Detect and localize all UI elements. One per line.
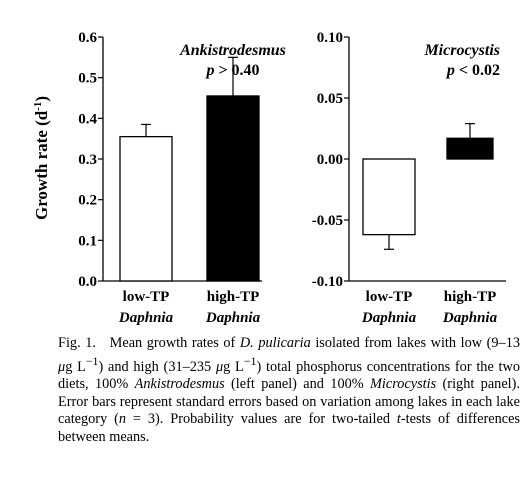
y-axis-label-close: ) [32,96,51,102]
caption-n: n [118,411,127,428]
y-tick-label: 0.3 [78,152,97,168]
right-panel: 0.10 0.05 0.00 -0.05 -0.10 low-TP Daphnia high-… [312,30,506,326]
y-tick-label: 0.2 [78,193,97,209]
caption-text: -tests of differences between means. [58,411,520,445]
x-category-label: low-TP [366,289,413,305]
p-value: > 0.40 [214,62,259,79]
y-axis-label-main: Growth rate (d [32,110,51,220]
caption-text: = 3). Probability values are for two-tai… [126,411,397,428]
caption-text: g L [65,358,86,375]
panel-title: Ankistrodesmus [179,42,286,59]
bar [206,95,260,282]
y-tick-label: 0.10 [317,30,343,46]
caption-fig-number: Fig. 1. [58,335,96,351]
y-axis-label-sup: -1 [32,102,44,111]
caption-sup: −1 [243,353,257,368]
y-tick-label: 0.4 [78,111,97,127]
caption-ankistrodesmus: Ankistrodesmus [134,375,225,392]
p-value-label: p > 0.40 [204,62,259,79]
caption-text: isolated from lakes with low (9–13 [310,335,520,351]
bar [446,137,494,160]
caption-t: t [396,411,401,428]
caption-text: ) and high (31–235 [98,358,216,375]
y-axis-label: Growth rate (d-1) [32,96,51,220]
caption-text: (left panel) and 100% [224,375,371,392]
caption-mu: μ [215,358,224,375]
x-category-label: high-TP [207,289,260,305]
bar [119,135,173,282]
caption-text: Mean growth rates of [109,335,240,351]
y-tick-label: 0.00 [317,152,343,168]
y-tick-label: 0.6 [78,30,97,46]
y-tick-label: 0.5 [78,71,97,87]
x-category-sublabel: Daphnia [361,310,417,326]
y-tick-label: 0.1 [78,233,97,249]
y-tick-label: -0.05 [312,213,343,229]
p-value: < 0.02 [455,62,500,79]
caption-sup: −1 [85,353,99,368]
caption-species: D. pulicaria [239,335,311,351]
y-tick-label: 0.0 [78,274,97,290]
figure-chart: 0.0 0.1 0.2 0.3 0.4 0.5 0.6 low-TP Daphnia high-T… [32,30,506,326]
caption-mu: μ [58,358,66,375]
y-tick-label: 0.05 [317,91,343,107]
caption-text: ) total phosphorus concentrations for th… [58,358,520,392]
x-category-sublabel: Daphnia [205,310,261,326]
p-symbol: p [445,62,455,79]
x-category-sublabel: Daphnia [442,310,498,326]
y-tick-label: -0.10 [312,274,343,290]
x-category-label: low-TP [123,289,170,305]
figure-caption: Fig. 1. Mean growth rates of D. pulicari… [58,335,520,446]
x-category-sublabel: Daphnia [118,310,174,326]
p-symbol: p [204,62,214,79]
caption-text: (right panel). Error bars represent stan… [58,375,520,428]
caption-text: g L [223,358,244,375]
caption-microcystis: Microcystis [370,375,437,392]
bar [362,158,416,236]
p-value-label: p < 0.02 [445,62,500,79]
panel-title: Microcystis [423,42,500,59]
left-panel: 0.0 0.1 0.2 0.3 0.4 0.5 0.6 low-TP Daphnia high-T… [78,30,286,326]
x-category-label: high-TP [444,289,497,305]
